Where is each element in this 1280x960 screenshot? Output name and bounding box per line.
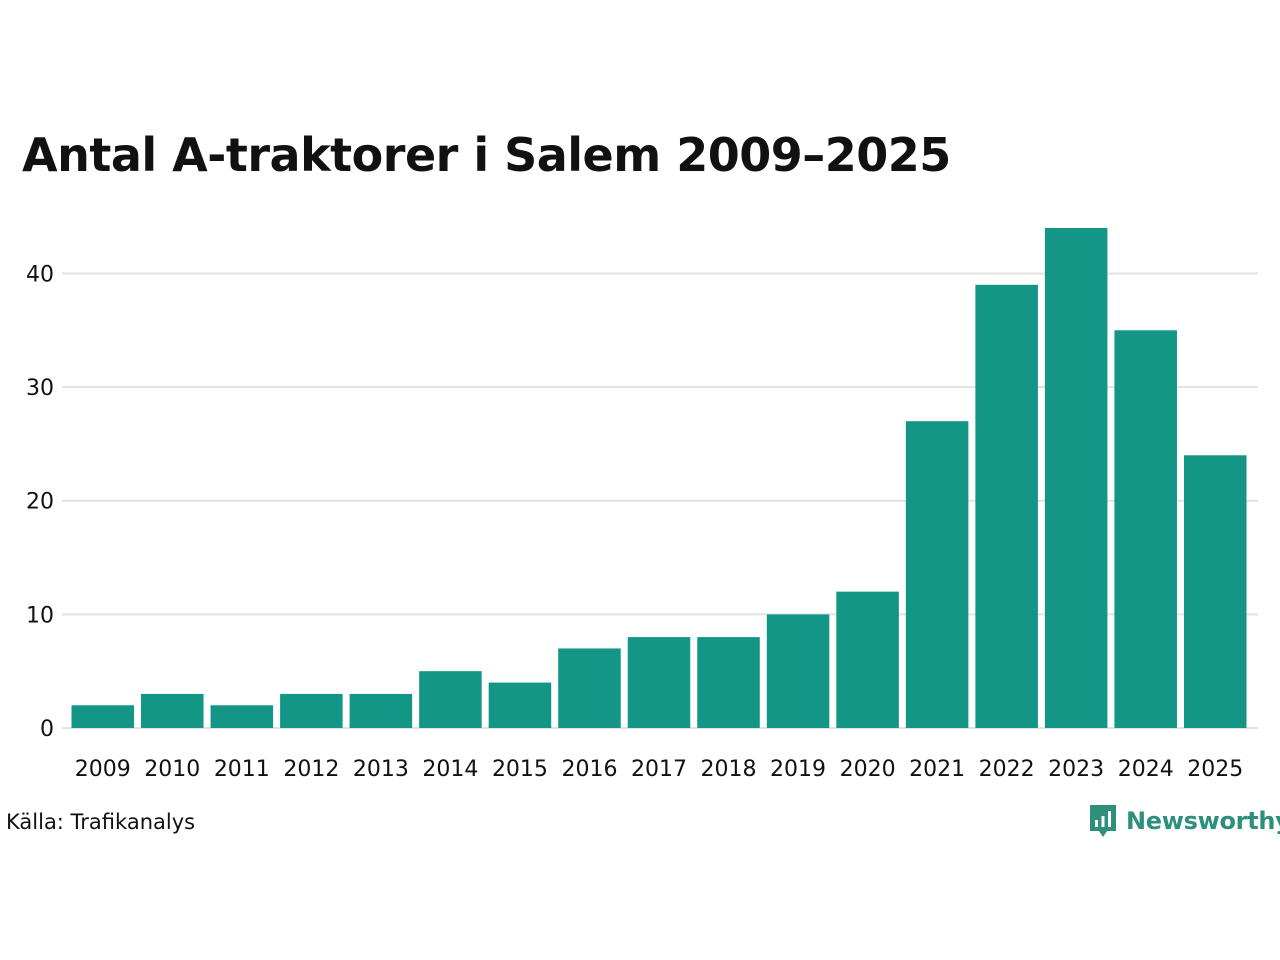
x-tick-label: 2015 [492, 757, 548, 782]
x-tick-label: 2022 [979, 757, 1035, 782]
bar-2017 [627, 637, 691, 728]
bars [71, 228, 1247, 728]
x-tick-label: 2012 [283, 757, 339, 782]
y-tick-label: 0 [40, 717, 54, 742]
bar-2015 [488, 682, 552, 728]
x-tick-label: 2016 [561, 757, 617, 782]
x-tick-label: 2023 [1048, 757, 1104, 782]
x-tick-label: 2025 [1187, 757, 1243, 782]
x-tick-label: 2013 [353, 757, 409, 782]
bar-2025 [1183, 455, 1247, 728]
x-tick-label: 2021 [909, 757, 965, 782]
x-tick-label: 2024 [1118, 757, 1174, 782]
x-tick-label: 2009 [75, 757, 131, 782]
bar-2016 [558, 648, 621, 728]
y-tick-label: 20 [26, 490, 54, 515]
newsworthy-logo-icon [1090, 805, 1116, 837]
bar-2011 [210, 705, 274, 728]
bar-2023 [1044, 228, 1108, 728]
chart-title: Antal A-traktorer i Salem 2009–2025 [22, 128, 951, 182]
x-tick-label: 2010 [144, 757, 200, 782]
bar-2014 [419, 671, 482, 728]
y-axis-ticks: 0 10 20 30 40 [26, 262, 54, 742]
source-note: Källa: Trafikanalys [6, 810, 196, 834]
bar-2024 [1114, 330, 1177, 728]
bar-2009 [71, 705, 135, 728]
newsworthy-logo: Newsworthy [1088, 803, 1280, 839]
x-tick-label: 2017 [631, 757, 687, 782]
y-tick-label: 40 [26, 262, 54, 287]
x-tick-label: 2020 [840, 757, 896, 782]
newsworthy-logo-text: Newsworthy [1126, 807, 1280, 835]
bar-2021 [905, 421, 969, 728]
x-tick-label: 2014 [422, 757, 478, 782]
y-tick-label: 10 [26, 603, 54, 628]
bar-2012 [280, 693, 343, 728]
x-tick-label: 2011 [214, 757, 270, 782]
y-tick-label: 30 [26, 376, 54, 401]
x-tick-label: 2019 [770, 757, 826, 782]
bar-2020 [836, 591, 899, 728]
bar-2018 [697, 637, 760, 728]
x-axis-ticks: 2009 2010 2011 2012 2013 2014 2015 2016 2017 2018… [75, 757, 1243, 782]
bar-2010 [141, 693, 204, 728]
bar-2013 [349, 693, 413, 728]
x-tick-label: 2018 [701, 757, 757, 782]
bar-2022 [975, 284, 1038, 728]
bar-2019 [766, 614, 830, 728]
